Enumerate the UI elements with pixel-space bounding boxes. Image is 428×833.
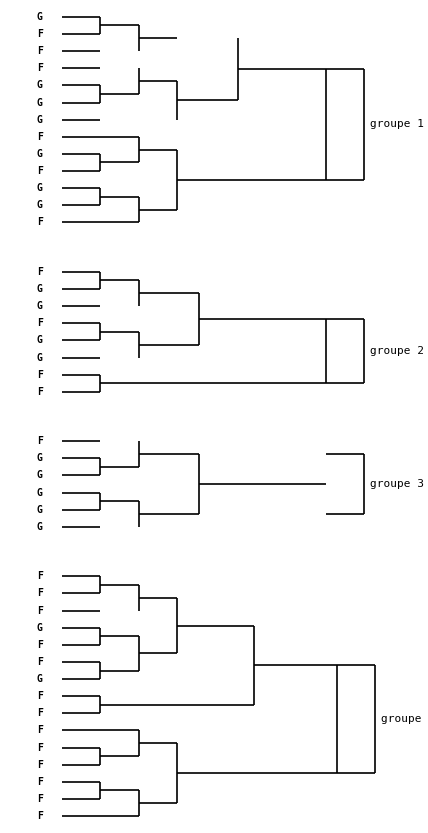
Text: F: F (37, 318, 43, 328)
Text: F: F (37, 794, 43, 804)
Text: F: F (37, 640, 43, 650)
Text: F: F (37, 370, 43, 380)
Text: F: F (37, 387, 43, 397)
Text: G: G (37, 352, 43, 362)
Text: groupe 3: groupe 3 (370, 479, 424, 489)
Text: groupe 1: groupe 1 (370, 119, 424, 129)
Text: G: G (37, 115, 43, 125)
Text: F: F (37, 777, 43, 787)
Text: F: F (37, 742, 43, 752)
Text: groupe 2: groupe 2 (370, 346, 424, 356)
Text: F: F (37, 606, 43, 616)
Text: G: G (37, 674, 43, 684)
Text: F: F (37, 760, 43, 770)
Text: F: F (37, 436, 43, 446)
Text: F: F (37, 132, 43, 142)
Text: G: G (37, 623, 43, 633)
Text: G: G (37, 336, 43, 346)
Text: F: F (37, 46, 43, 56)
Text: G: G (37, 487, 43, 497)
Text: F: F (37, 811, 43, 821)
Text: G: G (37, 183, 43, 193)
Text: G: G (37, 12, 43, 22)
Text: F: F (37, 267, 43, 277)
Text: G: G (37, 149, 43, 159)
Text: F: F (37, 217, 43, 227)
Text: F: F (37, 691, 43, 701)
Text: F: F (37, 708, 43, 718)
Text: G: G (37, 471, 43, 481)
Text: F: F (37, 657, 43, 667)
Text: F: F (37, 63, 43, 73)
Text: F: F (37, 571, 43, 581)
Text: groupe 4: groupe 4 (381, 714, 428, 724)
Text: G: G (37, 81, 43, 91)
Text: G: G (37, 505, 43, 515)
Text: G: G (37, 284, 43, 294)
Text: G: G (37, 200, 43, 210)
Text: G: G (37, 521, 43, 531)
Text: G: G (37, 302, 43, 312)
Text: F: F (37, 29, 43, 39)
Text: G: G (37, 97, 43, 107)
Text: F: F (37, 588, 43, 598)
Text: F: F (37, 726, 43, 736)
Text: F: F (37, 166, 43, 176)
Text: G: G (37, 453, 43, 463)
